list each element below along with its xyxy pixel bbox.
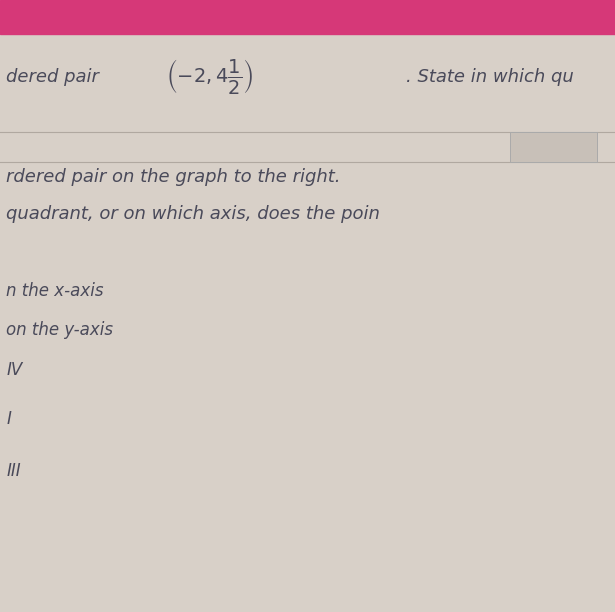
Text: on the y-axis: on the y-axis [6, 321, 113, 340]
Text: quadrant, or on which axis, does the poin: quadrant, or on which axis, does the poi… [6, 205, 380, 223]
Bar [0, 0, 615, 34]
Text: IV: IV [6, 361, 22, 379]
Text: I: I [6, 410, 11, 428]
Bar [510, 132, 597, 162]
Text: rdered pair on the graph to the right.: rdered pair on the graph to the right. [6, 168, 341, 187]
Text: dered pair: dered pair [6, 67, 99, 86]
Text: . State in which qu: . State in which qu [406, 67, 574, 86]
Text: n the x-axis: n the x-axis [6, 282, 104, 300]
Text: III: III [6, 462, 21, 480]
Text: $\left( -2, 4\dfrac{1}{2} \right)$: $\left( -2, 4\dfrac{1}{2} \right)$ [166, 57, 253, 96]
